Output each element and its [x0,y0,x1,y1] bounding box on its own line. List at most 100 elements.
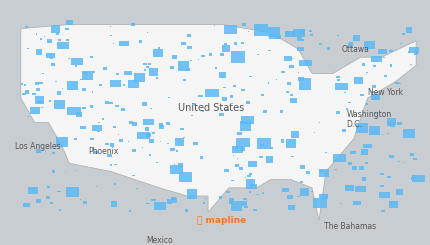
Text: United States: United States [178,103,245,113]
Bar [389,155,394,159]
Bar [270,147,273,149]
Bar [22,93,26,95]
Polygon shape [21,24,416,220]
Bar [148,63,151,65]
Bar [362,63,365,66]
Bar [240,201,247,206]
Bar [98,131,100,132]
Bar [114,183,117,185]
Bar [300,29,305,34]
Bar [381,210,385,212]
Bar [132,175,135,176]
Bar [300,188,309,196]
Bar [297,196,301,197]
Bar [83,201,87,204]
Bar [105,101,109,104]
Bar [389,201,398,208]
Bar [229,202,232,204]
Bar [260,144,264,146]
Bar [215,67,217,69]
Bar [187,189,197,199]
Bar [226,191,230,193]
Bar [336,75,339,78]
Bar [114,164,117,166]
Bar [365,161,368,164]
Bar [233,85,236,87]
Bar [129,121,133,123]
Bar [183,137,185,138]
Bar [221,53,224,56]
Bar [404,162,405,163]
Bar [387,122,391,126]
Bar [248,31,249,32]
Bar [110,80,121,87]
Bar [96,186,97,187]
Bar [231,103,233,104]
Bar [304,60,309,63]
Bar [356,123,368,133]
Bar [191,115,194,116]
Bar [348,162,352,165]
Bar [145,127,149,131]
Bar [395,82,399,84]
Bar [371,56,382,62]
Bar [66,187,79,197]
Bar [327,48,330,50]
Bar [364,41,375,49]
Bar [149,68,158,76]
Bar [309,30,313,32]
Bar [298,77,304,81]
Bar [112,201,114,203]
Bar [47,186,50,188]
Bar [58,39,61,41]
Bar [74,138,77,140]
Bar [24,84,26,86]
Bar [285,31,295,37]
Bar [98,122,100,123]
Bar [383,57,385,58]
Bar [115,105,120,108]
Bar [369,126,380,135]
Bar [319,43,322,45]
Bar [243,198,247,199]
Bar [113,43,114,44]
Bar [90,56,93,58]
Bar [56,137,68,147]
Text: Ottawa: Ottawa [342,45,370,54]
Bar [109,102,114,104]
Bar [253,209,257,211]
Bar [235,164,240,167]
Bar [340,203,342,204]
Bar [25,26,28,28]
Bar [156,77,158,79]
Bar [68,58,70,59]
Bar [76,65,77,67]
Bar [110,143,114,147]
Bar [150,108,152,109]
Bar [187,34,191,37]
Text: New York: New York [368,88,402,97]
Bar [119,139,123,143]
Bar [354,76,362,84]
Bar [25,90,29,94]
Bar [224,25,237,34]
Bar [372,85,376,88]
Bar [89,138,94,140]
Bar [355,186,366,192]
Bar [289,205,295,210]
Bar [146,66,149,68]
Bar [67,81,78,90]
Bar [94,151,98,154]
Bar [154,202,166,210]
Bar [392,123,393,124]
Bar [289,65,294,68]
Bar [152,132,154,134]
Bar [235,147,238,149]
Bar [159,123,163,127]
Bar [292,58,293,59]
Bar [361,149,368,155]
Text: Mexico: Mexico [146,236,173,245]
Bar [230,95,233,98]
Bar [32,188,34,189]
Bar [193,142,198,146]
